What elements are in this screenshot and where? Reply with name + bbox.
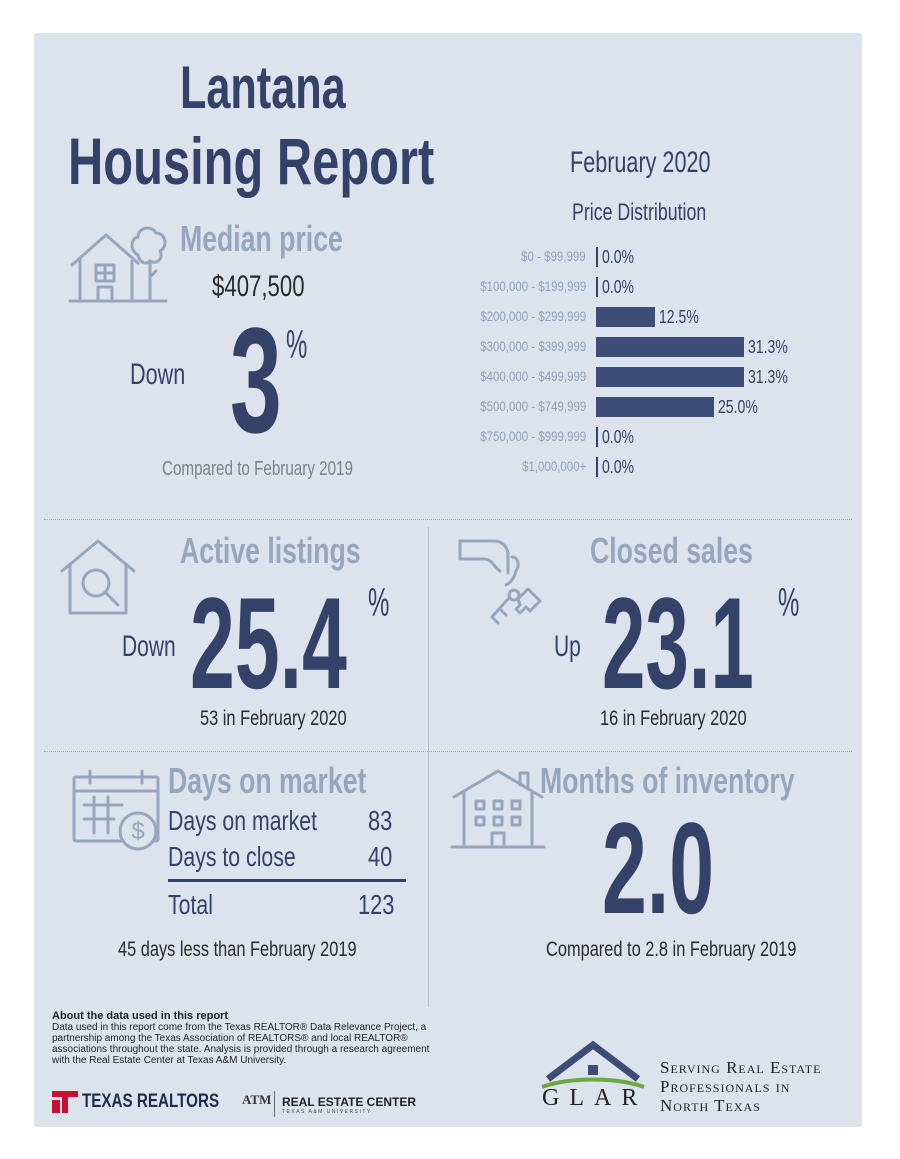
- closed-sales-detail: 16 in February 2020: [600, 707, 747, 730]
- total-rule: [168, 879, 406, 882]
- glar-house-icon: [541, 1040, 645, 1089]
- dom-row-value: 83: [368, 805, 393, 836]
- bar-value-label: 31.3%: [748, 367, 788, 387]
- bar-category-label: $100,000 - $199,999: [480, 278, 586, 294]
- bar-value-label: 0.0%: [602, 427, 635, 447]
- bar: [596, 307, 655, 327]
- column-divider: [428, 527, 429, 1007]
- report-panel: Lantana Housing Report February 2020 Med…: [34, 33, 862, 1127]
- bar-value-label: 25.0%: [718, 397, 758, 417]
- about-line: associations throughout the state. Analy…: [52, 1044, 430, 1055]
- closed-sales-change: 23.1: [602, 570, 754, 716]
- chart-title: Price Distribution: [572, 199, 707, 226]
- bar-value-label: 12.5%: [659, 307, 699, 327]
- report-title-city: Lantana: [180, 54, 346, 121]
- atm-logo: ATM: [242, 1091, 272, 1119]
- apartment-building-icon: [450, 769, 546, 849]
- atm-text: ATM: [242, 1092, 272, 1107]
- active-listings-header: Active listings: [180, 530, 361, 571]
- bar-value-label: 0.0%: [602, 247, 635, 267]
- about-section: About the data used in this report Data …: [52, 1010, 432, 1067]
- dom-row-value: 40: [368, 841, 393, 872]
- closed-sales-direction: Up: [554, 630, 581, 663]
- texas-realtors-text: TEXAS REALTORS: [82, 1091, 220, 1112]
- svg-text:$: $: [131, 818, 144, 845]
- bar-category-label: $500,000 - $749,999: [480, 398, 586, 414]
- median-price-header: Median price: [180, 218, 343, 259]
- bar-category-label: $300,000 - $399,999: [480, 338, 586, 354]
- texas-realtors-logo: TEXAS REALTORS: [52, 1091, 253, 1113]
- active-listings-percent: %: [368, 581, 390, 625]
- bar-category-label: $0 - $99,999: [521, 248, 586, 264]
- tagline-line: Serving Real Estate: [660, 1058, 822, 1077]
- report-title: Housing Report: [68, 124, 435, 198]
- months-inventory-header: Months of inventory: [540, 760, 795, 801]
- dom-row-label: Days to close: [168, 841, 296, 872]
- days-on-market-detail: 45 days less than February 2019: [118, 938, 357, 961]
- tagline-line: Professionals in: [660, 1077, 791, 1096]
- rec-name: REAL ESTATE CENTER: [282, 1095, 417, 1109]
- dom-row-label: Days on market: [168, 805, 318, 836]
- bar: [596, 427, 598, 447]
- median-price-percent: %: [286, 323, 308, 367]
- bar-category-label: $750,000 - $999,999: [480, 428, 586, 444]
- median-price-direction: Down: [130, 358, 186, 391]
- bar-category-label: $1,000,000+: [521, 458, 586, 474]
- calendar-dollar-icon: $: [72, 769, 160, 851]
- bar-category-label: $200,000 - $299,999: [480, 308, 586, 324]
- closed-sales-header: Closed sales: [590, 530, 753, 571]
- bar: [596, 277, 598, 297]
- glar-tagline: Serving Real Estate Professionals in Nor…: [660, 1058, 821, 1115]
- median-price-comparison: Compared to February 2019: [162, 458, 353, 480]
- bar: [596, 367, 744, 387]
- texas-realtors-mark-icon: [52, 1091, 78, 1113]
- about-heading: About the data used in this report: [52, 1010, 229, 1022]
- bar: [596, 247, 598, 267]
- median-price-change: 3: [230, 296, 282, 464]
- price-distribution-chart: $0 - $99,999 0.0% $100,000 - $199,999 0.0% $…: [34, 33, 862, 493]
- bar: [596, 397, 714, 417]
- bar-category-label: $400,000 - $499,999: [480, 368, 586, 384]
- median-price-value: $407,500: [212, 270, 305, 303]
- bar: [596, 457, 598, 477]
- active-listings-change: 25.4: [190, 570, 347, 716]
- house-search-icon: [60, 539, 136, 615]
- about-line: partnership among the Texas Association …: [52, 1033, 408, 1044]
- house-tree-icon: [68, 226, 168, 303]
- days-on-market-header: Days on market: [168, 760, 367, 801]
- bar-value-label: 31.3%: [748, 337, 788, 357]
- dom-total-value: 123: [358, 889, 395, 920]
- months-inventory-detail: Compared to 2.8 in February 2019: [546, 938, 797, 961]
- bar-value-label: 0.0%: [602, 277, 635, 297]
- active-listings-detail: 53 in February 2020: [200, 707, 347, 730]
- rec-university: TEXAS A&M UNIVERSITY: [282, 1109, 372, 1115]
- closed-sales-percent: %: [778, 581, 800, 625]
- months-inventory-value: 2.0: [602, 795, 715, 941]
- report-date: February 2020: [570, 146, 711, 179]
- dom-total-label: Total: [168, 889, 213, 920]
- tagline-line: North Texas: [660, 1096, 761, 1115]
- section-divider: [44, 519, 852, 520]
- hand-keys-icon: [458, 539, 542, 625]
- active-listings-direction: Down: [122, 630, 176, 663]
- bar-value-label: 0.0%: [602, 457, 635, 477]
- about-line: Data used in this report come from the T…: [52, 1022, 427, 1033]
- glar-text: GLAR: [542, 1085, 648, 1111]
- section-divider: [44, 751, 852, 752]
- logo-divider: [274, 1091, 275, 1117]
- about-line: with the Real Estate Center at Texas A&M…: [52, 1055, 287, 1066]
- bar: [596, 337, 744, 357]
- real-estate-center-logo: REAL ESTATE CENTER TEXAS A&M UNIVERSITY: [282, 1095, 416, 1115]
